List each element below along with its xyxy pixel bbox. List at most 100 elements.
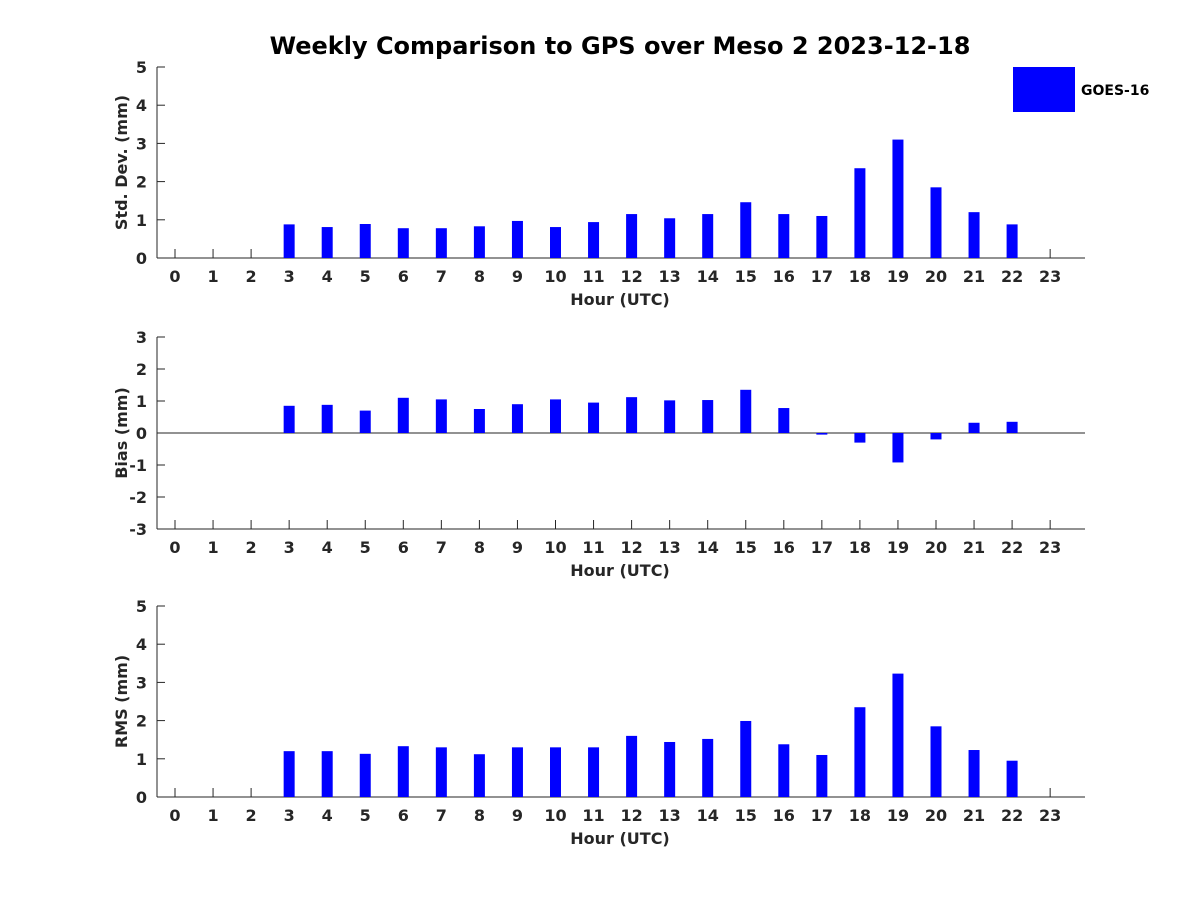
bar-hour-9 <box>511 404 523 433</box>
bar-hour-14 <box>702 214 714 258</box>
x-tick-label: 8 <box>474 267 485 286</box>
bar-hour-10 <box>550 399 561 433</box>
x-tick-label: 0 <box>169 806 180 825</box>
bar-hour-13 <box>664 400 676 433</box>
bar-hour-12 <box>626 214 638 258</box>
x-axis-label: Hour (UTC) <box>570 561 670 580</box>
x-tick-label: 12 <box>620 538 642 557</box>
x-tick-label: 16 <box>773 267 795 286</box>
x-tick-label: 9 <box>512 267 523 286</box>
y-tick-label: 1 <box>136 750 147 769</box>
bar-hour-22 <box>1006 421 1018 433</box>
x-tick-label: 20 <box>925 806 947 825</box>
bar-hour-10 <box>550 747 561 797</box>
bar-hour-11 <box>588 747 600 797</box>
y-tick-label: 1 <box>136 211 147 230</box>
x-tick-label: 4 <box>322 538 333 557</box>
x-tick-label: 0 <box>169 267 180 286</box>
legend: GOES-16 <box>1013 67 1149 112</box>
x-tick-label: 21 <box>963 267 985 286</box>
x-tick-label: 0 <box>169 538 180 557</box>
bar-hour-18 <box>854 433 866 443</box>
legend-swatch <box>1013 67 1075 112</box>
x-tick-label: 13 <box>659 538 681 557</box>
y-axis-label: RMS (mm) <box>112 655 131 748</box>
y-tick-label: 3 <box>136 328 147 347</box>
x-tick-label: 3 <box>284 538 295 557</box>
bar-hour-17 <box>816 754 828 797</box>
legend-label: GOES-16 <box>1081 83 1149 99</box>
x-tick-label: 17 <box>811 267 833 286</box>
y-tick-label: 0 <box>136 249 147 268</box>
x-tick-label: 14 <box>697 267 719 286</box>
x-tick-label: 20 <box>925 267 947 286</box>
bar-hour-20 <box>930 726 942 797</box>
bar-hour-16 <box>778 214 790 258</box>
bar-hour-6 <box>397 397 409 433</box>
x-tick-label: 17 <box>811 806 833 825</box>
bar-hour-18 <box>854 168 866 258</box>
bar-hour-22 <box>1006 760 1018 797</box>
x-tick-label: 2 <box>246 538 257 557</box>
bar-hour-19 <box>892 139 904 258</box>
y-tick-label: 0 <box>136 788 147 807</box>
x-tick-label: 13 <box>659 267 681 286</box>
y-tick-label: 1 <box>136 392 147 411</box>
x-tick-label: 7 <box>436 538 447 557</box>
x-tick-label: 6 <box>398 538 409 557</box>
y-axis-label: Std. Dev. (mm) <box>112 95 131 230</box>
bar-hour-12 <box>626 397 638 433</box>
x-tick-label: 18 <box>849 538 871 557</box>
x-tick-label: 15 <box>735 267 757 286</box>
bar-hour-8 <box>473 226 485 258</box>
x-tick-label: 15 <box>735 806 757 825</box>
bar-hour-8 <box>473 754 485 797</box>
x-tick-label: 18 <box>849 806 871 825</box>
bar-hour-13 <box>664 741 676 797</box>
x-tick-label: 22 <box>1001 806 1023 825</box>
bar-hour-9 <box>511 220 523 258</box>
x-tick-label: 21 <box>963 806 985 825</box>
bar-hour-19 <box>892 673 904 797</box>
x-tick-label: 7 <box>436 267 447 286</box>
bar-hour-12 <box>626 735 638 797</box>
x-tick-label: 21 <box>963 538 985 557</box>
bar-hour-22 <box>1006 224 1018 258</box>
y-axis-label: Bias (mm) <box>112 387 131 479</box>
bar-hour-20 <box>930 187 942 258</box>
x-tick-label: 11 <box>582 806 604 825</box>
bar-hour-15 <box>740 720 752 797</box>
bar-hour-21 <box>968 212 980 258</box>
y-tick-label: 0 <box>136 424 147 443</box>
x-tick-label: 5 <box>360 538 371 557</box>
y-tick-label: 2 <box>136 712 147 731</box>
x-tick-label: 15 <box>735 538 757 557</box>
bar-hour-11 <box>588 222 600 258</box>
bar-hour-10 <box>550 227 561 258</box>
x-tick-label: 6 <box>398 267 409 286</box>
bar-hour-5 <box>359 224 371 258</box>
bar-hour-17 <box>816 433 828 435</box>
bar-hour-4 <box>321 404 333 433</box>
y-tick-label: 4 <box>136 96 147 115</box>
x-tick-label: 9 <box>512 806 523 825</box>
x-tick-label: 1 <box>207 267 218 286</box>
y-tick-label: -1 <box>129 456 147 475</box>
y-tick-label: 2 <box>136 360 147 379</box>
bar-hour-21 <box>968 422 980 433</box>
bar-hour-21 <box>968 750 980 797</box>
bar-hour-5 <box>359 753 371 797</box>
bar-hour-6 <box>397 228 409 258</box>
y-tick-label: 3 <box>136 134 147 153</box>
x-tick-label: 12 <box>620 267 642 286</box>
x-tick-label: 6 <box>398 806 409 825</box>
bar-hour-4 <box>321 227 333 258</box>
x-tick-label: 8 <box>474 806 485 825</box>
bar-hour-16 <box>778 744 790 797</box>
bar-hour-3 <box>283 751 295 797</box>
x-tick-label: 19 <box>887 267 909 286</box>
x-tick-label: 8 <box>474 538 485 557</box>
bar-hour-20 <box>930 433 942 440</box>
y-tick-label: 5 <box>136 597 147 616</box>
